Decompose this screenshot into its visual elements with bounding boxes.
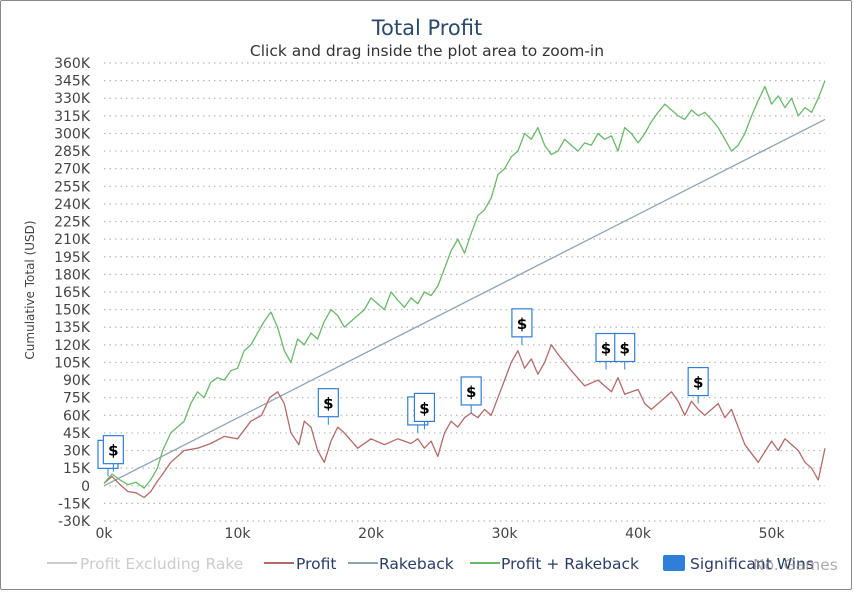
y-tick-label: 60K: [63, 408, 91, 424]
y-tick-label: 195K: [54, 250, 91, 266]
win-flag-label: $: [601, 340, 611, 358]
y-tick-label: 210K: [54, 232, 91, 248]
win-flag[interactable]: $: [102, 435, 124, 472]
legend-label: Rakeback: [379, 555, 454, 573]
x-tick-label: 10k: [225, 526, 252, 542]
series-line-profit[interactable]: [103, 344, 826, 499]
win-flag-box: [614, 332, 636, 363]
chart-subtitle: Click and drag inside the plot area to z…: [250, 42, 604, 60]
legend[interactable]: Profit Excluding Rake Profit Rakeback Profi…: [47, 555, 814, 573]
win-flag-label: $: [517, 315, 527, 333]
grid: [104, 62, 825, 522]
win-flag[interactable]: $: [595, 332, 617, 370]
win-flag-box: [102, 435, 124, 465]
x-axis-label: No. Games: [753, 556, 838, 574]
legend-label: Significant Wins: [690, 555, 814, 573]
y-tick-label: 45K: [63, 426, 91, 442]
y-tick-label: 270K: [54, 162, 91, 178]
y-tick-label: 150K: [54, 303, 91, 319]
win-flag-box: [413, 392, 436, 422]
y-tick-label: 225K: [54, 215, 91, 231]
legend-label: Profit + Rakeback: [501, 555, 639, 573]
y-tick-label: 135K: [54, 320, 91, 336]
x-tick-label: 0k: [95, 526, 113, 542]
win-flag[interactable]: $: [460, 376, 482, 413]
significant-wins-flags[interactable]: $$$$$$$$$$: [97, 308, 709, 477]
y-tick-label: -30K: [58, 514, 91, 530]
y-tick-label: 255K: [54, 179, 91, 195]
y-tick-label: 360K: [54, 56, 91, 72]
win-flag-label: $: [466, 383, 476, 401]
chart-title: Total Profit: [371, 16, 483, 40]
y-tick-label: 30K: [63, 444, 91, 460]
win-flag-box: [511, 308, 533, 338]
legend-label: Profit: [296, 555, 336, 573]
win-flag-label: $: [108, 442, 118, 460]
y-tick-label: 180K: [54, 267, 91, 283]
y-axis-label: Cumulative Total (USD): [23, 220, 37, 359]
win-flag-box: [460, 376, 482, 406]
y-tick-label: 300K: [54, 126, 91, 142]
win-flag[interactable]: $: [511, 308, 533, 345]
x-tick-label: 40k: [625, 526, 652, 542]
legend-item-profit-rakeback[interactable]: Profit + Rakeback: [470, 555, 639, 573]
y-tick-label: 75K: [63, 391, 91, 407]
series-line-profit-rakeback[interactable]: [103, 80, 826, 489]
win-flag[interactable]: $: [413, 392, 436, 430]
y-tick-label: 120K: [54, 338, 91, 354]
win-flag[interactable]: $: [687, 366, 709, 404]
legend-label: Profit Excluding Rake: [80, 555, 243, 573]
win-flag-label: $: [693, 374, 703, 392]
win-flag[interactable]: $: [317, 388, 339, 425]
win-flag-box: [317, 388, 339, 418]
y-tick-label: 330K: [54, 91, 91, 107]
win-flag-label: $: [323, 395, 333, 413]
x-tick-label: 50k: [759, 526, 786, 542]
y-tick-label: 240K: [54, 197, 91, 213]
legend-item-significant-wins[interactable]: Significant Wins: [663, 555, 814, 573]
series-line-rakeback[interactable]: [103, 118, 826, 487]
y-tick-label: 15K: [63, 461, 91, 477]
win-flag-label: $: [419, 399, 429, 417]
y-tick-label: 105K: [54, 355, 91, 371]
legend-item-profit[interactable]: Profit: [264, 555, 336, 573]
y-tick-label: -15K: [58, 496, 91, 512]
win-flag-box: [687, 366, 709, 397]
legend-item-profit-excluding-rake[interactable]: Profit Excluding Rake: [47, 555, 243, 573]
x-tick-label: 30k: [492, 526, 519, 542]
x-tick-label: 20k: [358, 526, 385, 542]
y-tick-label: 345K: [54, 74, 91, 90]
y-tick-label: 90K: [63, 373, 91, 389]
legend-swatch: [663, 555, 685, 571]
win-flag-label: $: [620, 340, 630, 358]
x-axis-ticks: 0k 10k 20k 30k 40k 50k: [95, 526, 785, 542]
y-tick-label: 315K: [54, 109, 91, 125]
y-tick-label: 165K: [54, 285, 91, 301]
y-tick-label: 0: [81, 479, 90, 495]
plot-area[interactable]: [103, 80, 826, 499]
legend-item-rakeback[interactable]: Rakeback: [348, 555, 454, 573]
win-flag[interactable]: $: [614, 332, 636, 370]
y-axis-ticks: -30K-15K015K30K45K60K75K90K105K120K135K1…: [54, 56, 91, 530]
y-tick-label: 285K: [54, 144, 91, 160]
